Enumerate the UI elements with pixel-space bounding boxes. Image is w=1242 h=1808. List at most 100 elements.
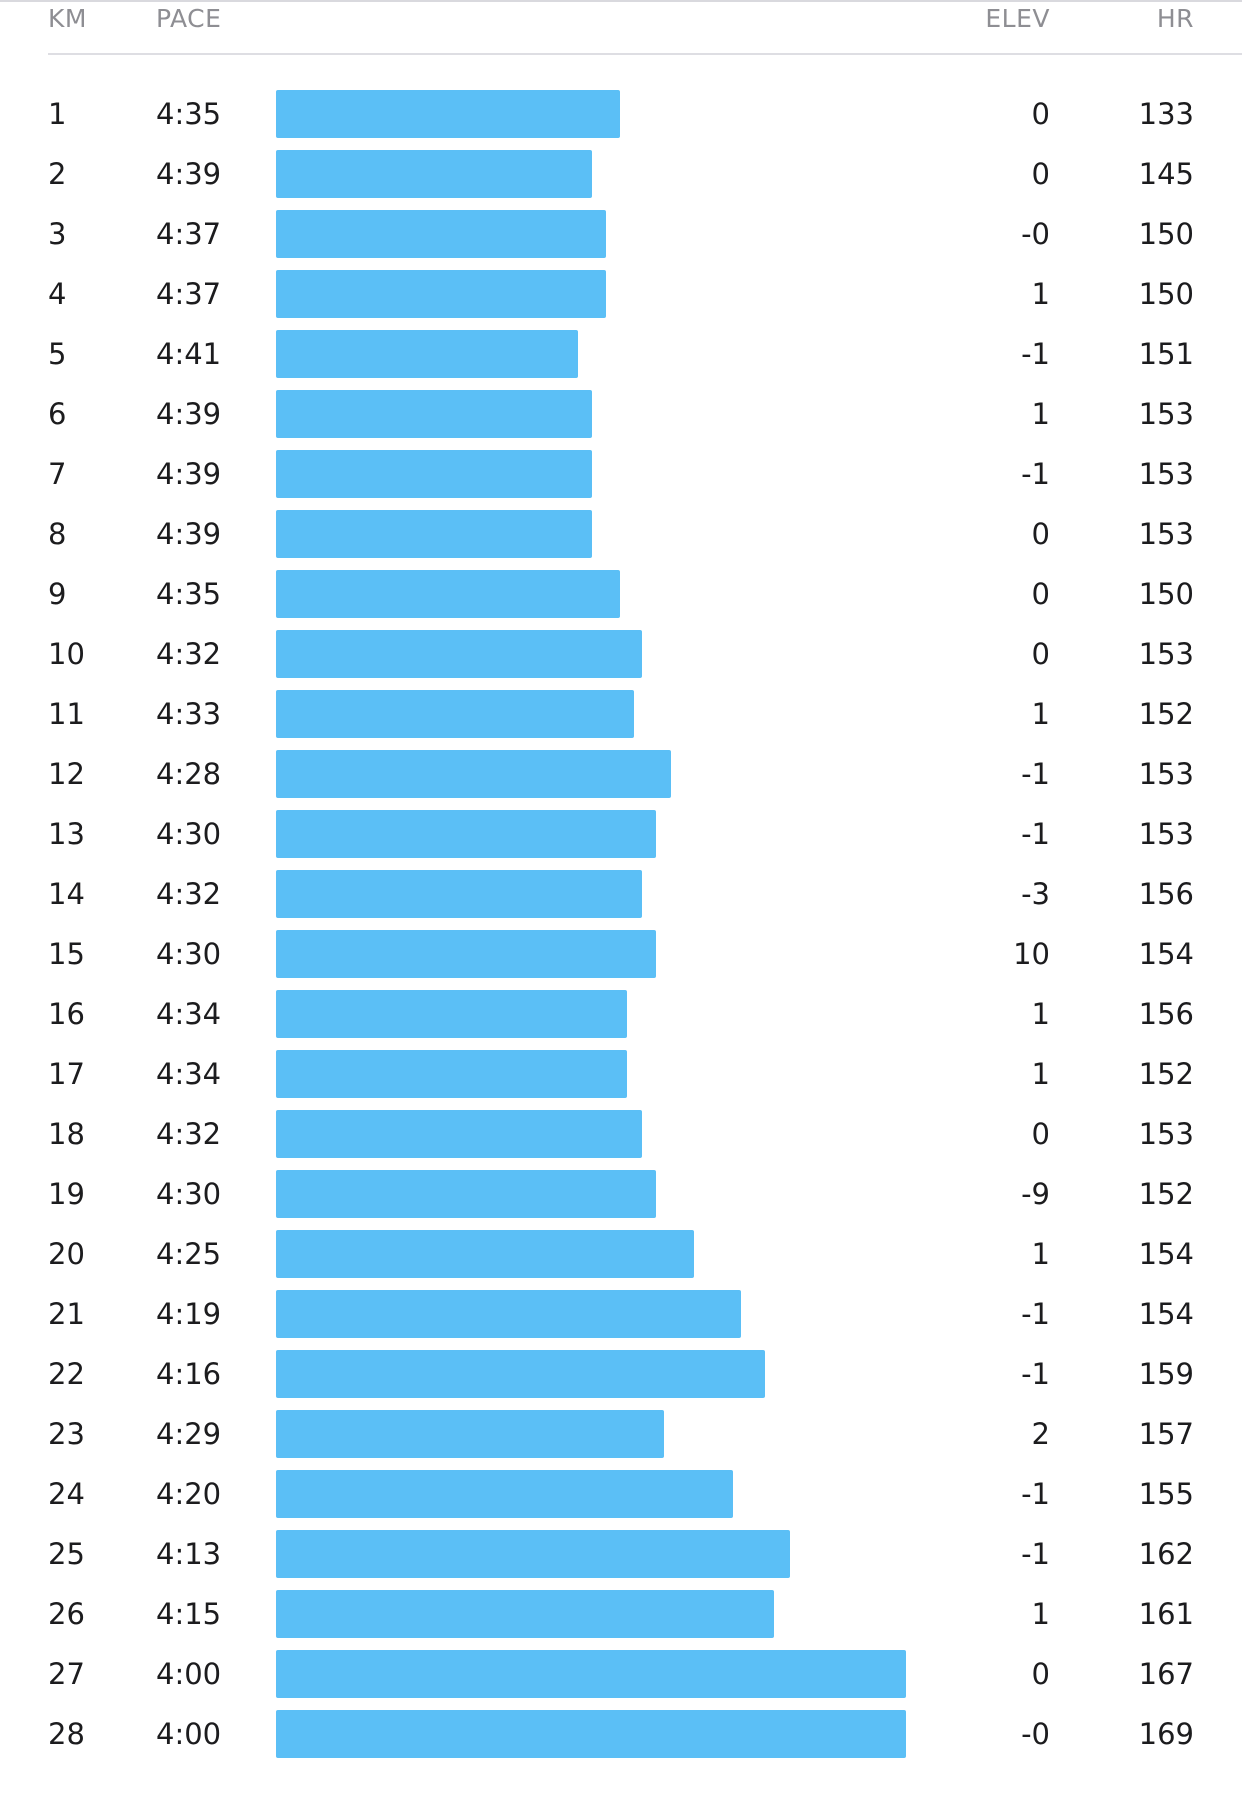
split-elevation-value: -1 — [1021, 1477, 1050, 1511]
split-pace-value: 4:35 — [156, 577, 222, 611]
split-pace-value: 4:34 — [156, 997, 222, 1031]
split-heart-rate-value: 152 — [1138, 697, 1194, 731]
split-elevation-value: 1 — [1031, 1597, 1050, 1631]
split-pace-value: 4:39 — [156, 517, 222, 551]
split-heart-rate-value: 161 — [1138, 1597, 1194, 1631]
split-pace-value: 4:37 — [156, 217, 222, 251]
split-heart-rate-value: 156 — [1138, 997, 1194, 1031]
split-row: 2 4:39 0 145 — [0, 150, 1242, 210]
pace-bar — [276, 1230, 694, 1278]
split-km-label: 10 — [48, 637, 85, 671]
split-heart-rate-value: 154 — [1138, 1237, 1194, 1271]
split-elevation-value: -1 — [1021, 1357, 1050, 1391]
split-km-label: 22 — [48, 1357, 85, 1391]
split-pace-value: 4:32 — [156, 637, 222, 671]
split-row: 25 4:13 -1 162 — [0, 1530, 1242, 1590]
split-pace-value: 4:39 — [156, 397, 222, 431]
split-heart-rate-value: 153 — [1138, 1117, 1194, 1151]
split-heart-rate-value: 167 — [1138, 1657, 1194, 1691]
split-row: 24 4:20 -1 155 — [0, 1470, 1242, 1530]
split-km-label: 2 — [48, 157, 67, 191]
split-pace-value: 4:37 — [156, 277, 222, 311]
split-heart-rate-value: 145 — [1138, 157, 1194, 191]
split-row: 6 4:39 1 153 — [0, 390, 1242, 450]
split-elevation-value: 0 — [1031, 1117, 1050, 1151]
split-km-label: 13 — [48, 817, 85, 851]
split-km-label: 20 — [48, 1237, 85, 1271]
pace-bar — [276, 1110, 642, 1158]
split-km-label: 16 — [48, 997, 85, 1031]
pace-bar — [276, 510, 592, 558]
split-elevation-value: -0 — [1021, 217, 1050, 251]
pace-bar — [276, 570, 620, 618]
splits-list: 1 4:35 0 133 2 4:39 0 145 3 4:37 -0 150 4 4:37 1 150 5 4:… — [0, 90, 1242, 1770]
split-pace-value: 4:16 — [156, 1357, 222, 1391]
split-km-label: 4 — [48, 277, 67, 311]
split-row: 4 4:37 1 150 — [0, 270, 1242, 330]
split-km-label: 28 — [48, 1717, 85, 1751]
split-heart-rate-value: 162 — [1138, 1537, 1194, 1571]
split-heart-rate-value: 153 — [1138, 637, 1194, 671]
pace-bar — [276, 990, 627, 1038]
top-rule — [0, 0, 1242, 2]
split-elevation-value: 1 — [1031, 697, 1050, 731]
split-elevation-value: 1 — [1031, 277, 1050, 311]
split-pace-value: 4:19 — [156, 1297, 222, 1331]
pace-bar — [276, 870, 642, 918]
split-km-label: 26 — [48, 1597, 85, 1631]
split-km-label: 14 — [48, 877, 85, 911]
split-km-label: 8 — [48, 517, 67, 551]
pace-bar — [276, 810, 656, 858]
split-km-label: 25 — [48, 1537, 85, 1571]
split-km-label: 24 — [48, 1477, 85, 1511]
split-heart-rate-value: 159 — [1138, 1357, 1194, 1391]
split-pace-value: 4:25 — [156, 1237, 222, 1271]
split-row: 21 4:19 -1 154 — [0, 1290, 1242, 1350]
split-heart-rate-value: 154 — [1138, 1297, 1194, 1331]
split-row: 26 4:15 1 161 — [0, 1590, 1242, 1650]
split-heart-rate-value: 153 — [1138, 397, 1194, 431]
split-pace-value: 4:00 — [156, 1717, 222, 1751]
split-row: 7 4:39 -1 153 — [0, 450, 1242, 510]
split-elevation-value: 0 — [1031, 637, 1050, 671]
split-heart-rate-value: 152 — [1138, 1177, 1194, 1211]
pace-bar — [276, 1710, 906, 1758]
split-elevation-value: 2 — [1031, 1417, 1050, 1451]
split-row: 12 4:28 -1 153 — [0, 750, 1242, 810]
split-row: 8 4:39 0 153 — [0, 510, 1242, 570]
elevation-column-header: ELEV — [985, 4, 1050, 33]
split-heart-rate-value: 153 — [1138, 817, 1194, 851]
split-elevation-value: 0 — [1031, 517, 1050, 551]
split-km-label: 17 — [48, 1057, 85, 1091]
split-pace-value: 4:34 — [156, 1057, 222, 1091]
header-divider — [48, 53, 1242, 55]
split-elevation-value: -1 — [1021, 1537, 1050, 1571]
split-elevation-value: -9 — [1021, 1177, 1050, 1211]
split-elevation-value: -1 — [1021, 817, 1050, 851]
pace-bar — [276, 1290, 741, 1338]
split-heart-rate-value: 153 — [1138, 457, 1194, 491]
split-pace-value: 4:41 — [156, 337, 222, 371]
split-pace-value: 4:29 — [156, 1417, 222, 1451]
split-heart-rate-value: 154 — [1138, 937, 1194, 971]
pace-bar — [276, 930, 656, 978]
pace-bar — [276, 630, 642, 678]
split-km-label: 21 — [48, 1297, 85, 1331]
split-pace-value: 4:28 — [156, 757, 222, 791]
split-heart-rate-value: 151 — [1138, 337, 1194, 371]
split-elevation-value: -1 — [1021, 757, 1050, 791]
split-km-label: 19 — [48, 1177, 85, 1211]
split-row: 10 4:32 0 153 — [0, 630, 1242, 690]
split-pace-value: 4:00 — [156, 1657, 222, 1691]
pace-bar — [276, 1470, 733, 1518]
split-elevation-value: -3 — [1021, 877, 1050, 911]
split-pace-value: 4:39 — [156, 157, 222, 191]
pace-bar — [276, 750, 671, 798]
split-km-label: 12 — [48, 757, 85, 791]
split-heart-rate-value: 152 — [1138, 1057, 1194, 1091]
pace-bar — [276, 270, 606, 318]
split-heart-rate-value: 153 — [1138, 757, 1194, 791]
split-pace-value: 4:15 — [156, 1597, 222, 1631]
split-heart-rate-value: 169 — [1138, 1717, 1194, 1751]
split-row: 20 4:25 1 154 — [0, 1230, 1242, 1290]
